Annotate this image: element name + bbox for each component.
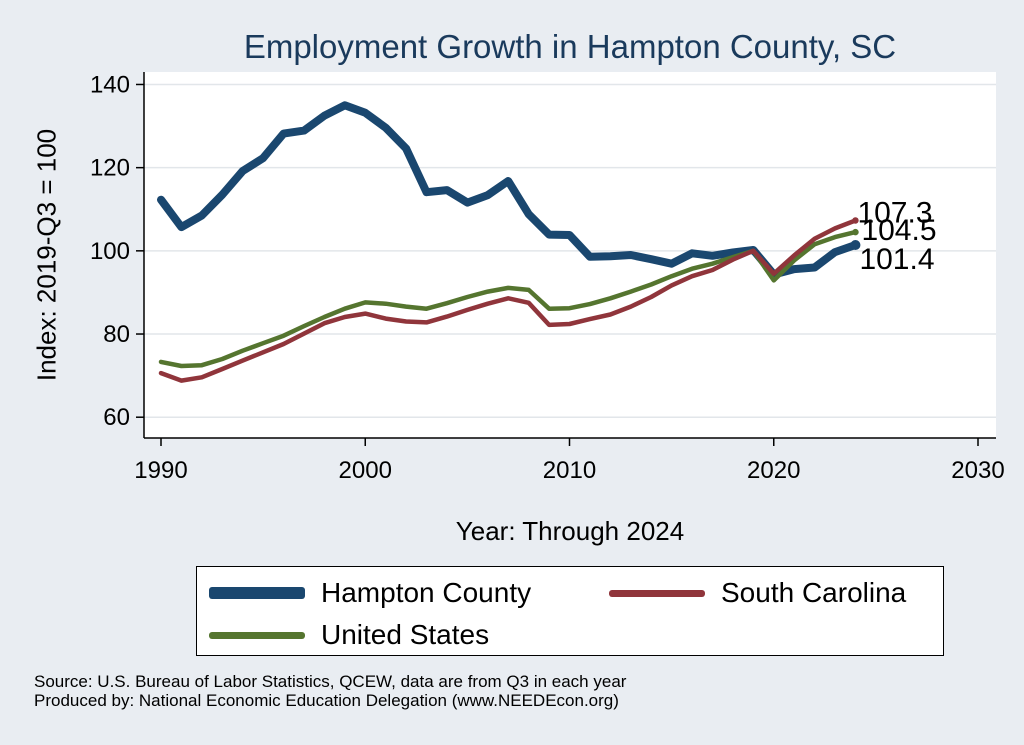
legend-item-hampton-county: Hampton County — [209, 575, 531, 611]
legend-label-united-states: United States — [321, 619, 490, 650]
end-label-united-states: 104.5 — [861, 214, 936, 247]
y-tick-label: 80 — [103, 321, 130, 348]
source-line: Source: U.S. Bureau of Labor Statistics,… — [34, 672, 627, 691]
series-line-south-carolina — [158, 218, 858, 383]
y-axis-title: Index: 2019-Q3 = 100 — [31, 128, 62, 382]
end-point-south-carolina — [852, 217, 859, 224]
end-point-united-states — [852, 228, 859, 236]
legend-swatch-united-states — [209, 631, 305, 639]
legend-swatch-south-carolina — [609, 589, 705, 597]
x-tick-label: 2020 — [747, 457, 800, 484]
legend-label-south-carolina: South Carolina — [721, 577, 907, 608]
legend: Hampton County South Carolina United Sta… — [196, 566, 944, 656]
x-tick-label: 2010 — [543, 457, 596, 484]
y-tick-label: 100 — [90, 238, 130, 265]
y-tick-label: 140 — [90, 71, 130, 98]
y-tick-label: 120 — [90, 155, 130, 182]
legend-label-hampton-county: Hampton County — [321, 577, 532, 608]
x-axis-title: Year: Through 2024 — [455, 516, 685, 546]
series-line-hampton-county — [157, 101, 860, 279]
legend-swatch-hampton-county — [209, 587, 305, 599]
producer-line: Produced by: National Economic Education… — [34, 691, 619, 710]
x-tick-label: 2030 — [951, 457, 1004, 484]
x-tick-label: 1990 — [134, 457, 187, 484]
y-tick-label: 60 — [103, 404, 130, 431]
legend-item-united-states: United States — [209, 617, 489, 653]
chart-title: Employment Growth in Hampton County, SC — [243, 28, 897, 65]
end-label-south-carolina: 107.3 — [857, 196, 932, 229]
source-note: Source: U.S. Bureau of Labor Statistics,… — [34, 672, 626, 710]
end-label-hampton-county: 101.4 — [859, 243, 934, 276]
x-tick-label: 2000 — [339, 457, 392, 484]
legend-item-south-carolina: South Carolina — [609, 575, 906, 611]
end-point-hampton-county — [850, 240, 861, 251]
